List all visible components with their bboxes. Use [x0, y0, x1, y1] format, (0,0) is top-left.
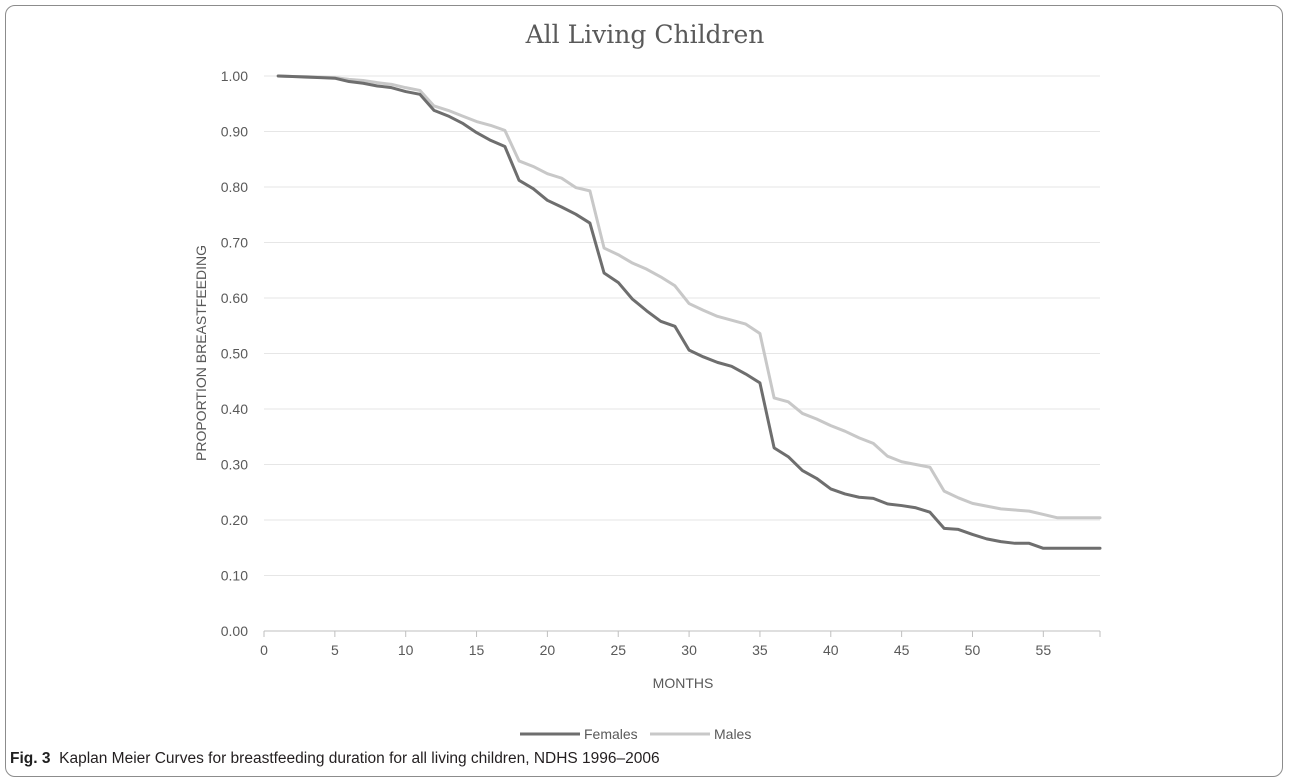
x-tick-label: 15 [469, 642, 485, 658]
y-tick-label: 0.40 [221, 401, 248, 417]
legend: Females Males [520, 726, 751, 742]
figure-frame [5, 5, 1283, 777]
legend-label-females: Females [584, 726, 638, 742]
figure-caption: Fig. 3 Kaplan Meier Curves for breastfee… [10, 750, 660, 768]
x-tick-label: 20 [540, 642, 556, 658]
y-tick-label: 0.90 [221, 124, 248, 140]
gridlines [264, 75, 1100, 576]
x-axis-title: MONTHS [653, 675, 714, 691]
y-tick-label: 0.30 [221, 457, 248, 473]
y-tick-label: 0.60 [221, 290, 248, 306]
y-axis-title: PROPORTION BREASTFEEDING [193, 245, 209, 461]
x-tick-label: 40 [823, 642, 839, 658]
x-tick-label: 35 [752, 642, 768, 658]
series-line-females [276, 74, 1102, 550]
y-tick-label: 0.20 [221, 512, 248, 528]
axes: 0.00 0.10 0.20 0.30 0.40 0.50 0.60 0.70 0.80 0.90… [221, 68, 1101, 658]
x-tick-label: 5 [331, 642, 339, 658]
x-tick-label: 50 [965, 642, 981, 658]
series-line-males [276, 74, 1102, 520]
y-tick-label: 0.70 [221, 235, 248, 251]
y-tick-label: 0.10 [221, 568, 248, 584]
y-tick-label: 0.00 [221, 623, 248, 639]
x-tick-label: 45 [894, 642, 910, 658]
y-tick-label: 1.00 [221, 68, 248, 84]
series-lines [276, 74, 1102, 550]
x-tick-label: 55 [1036, 642, 1052, 658]
x-tick-label: 30 [681, 642, 697, 658]
caption-text: Kaplan Meier Curves for breastfeeding du… [59, 750, 660, 767]
chart-title: All Living Children [525, 20, 765, 49]
legend-label-males: Males [714, 726, 751, 742]
figure-label: Fig. 3 [10, 750, 51, 767]
y-tick-label: 0.80 [221, 179, 248, 195]
y-tick-label: 0.50 [221, 346, 248, 362]
x-tick-label: 10 [398, 642, 414, 658]
x-tick-label: 0 [260, 642, 268, 658]
x-tick-label: 25 [610, 642, 626, 658]
